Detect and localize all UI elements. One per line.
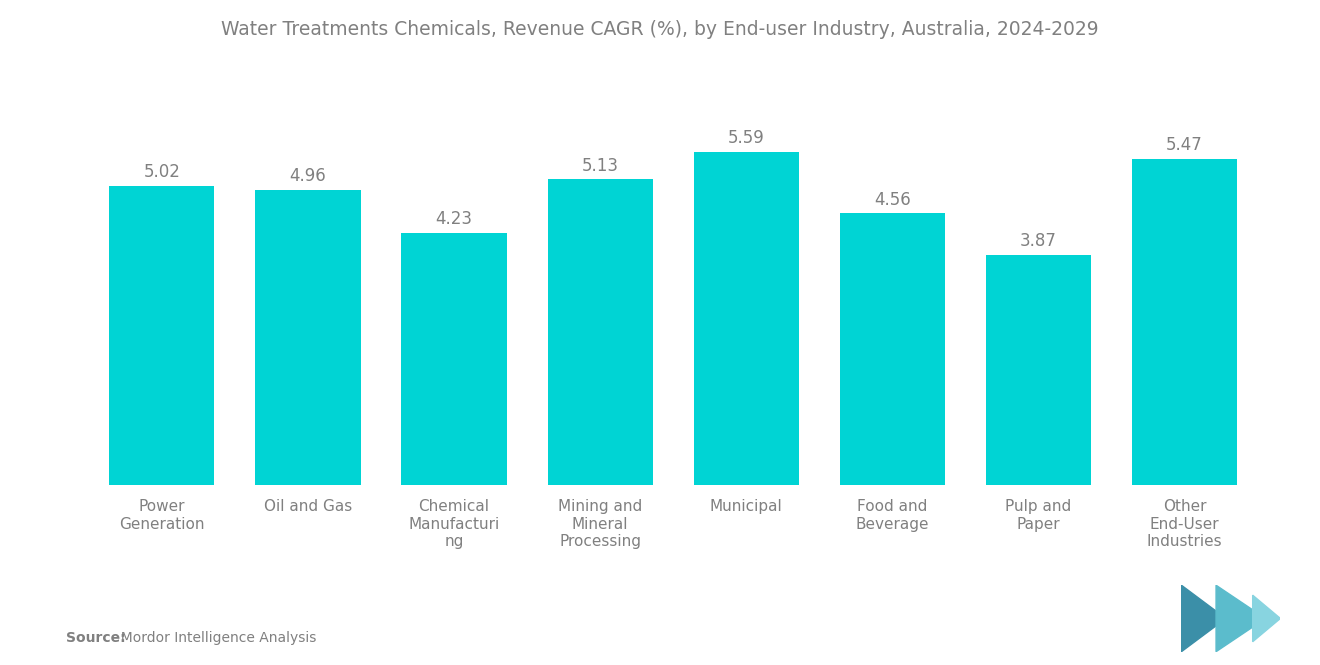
Polygon shape bbox=[1181, 585, 1226, 652]
Text: Source:: Source: bbox=[66, 631, 125, 645]
Text: 5.13: 5.13 bbox=[582, 157, 619, 175]
Bar bbox=[1133, 159, 1237, 485]
Text: 5.59: 5.59 bbox=[727, 129, 764, 147]
Text: 5.02: 5.02 bbox=[144, 163, 181, 181]
Bar bbox=[693, 152, 799, 485]
Bar bbox=[986, 255, 1092, 485]
Text: 4.23: 4.23 bbox=[436, 210, 473, 228]
Text: Water Treatments Chemicals, Revenue CAGR (%), by End-user Industry, Australia, 2: Water Treatments Chemicals, Revenue CAGR… bbox=[222, 20, 1098, 39]
Text: Mordor Intelligence Analysis: Mordor Intelligence Analysis bbox=[112, 631, 317, 645]
Bar bbox=[401, 233, 507, 485]
Text: 4.56: 4.56 bbox=[874, 191, 911, 209]
Text: 4.96: 4.96 bbox=[289, 167, 326, 185]
Polygon shape bbox=[1216, 585, 1266, 652]
Polygon shape bbox=[1253, 595, 1280, 642]
Bar bbox=[110, 186, 214, 485]
Text: 3.87: 3.87 bbox=[1020, 232, 1057, 250]
Bar bbox=[255, 190, 360, 485]
Bar bbox=[840, 213, 945, 485]
Bar bbox=[548, 180, 653, 485]
Text: 5.47: 5.47 bbox=[1167, 136, 1203, 154]
